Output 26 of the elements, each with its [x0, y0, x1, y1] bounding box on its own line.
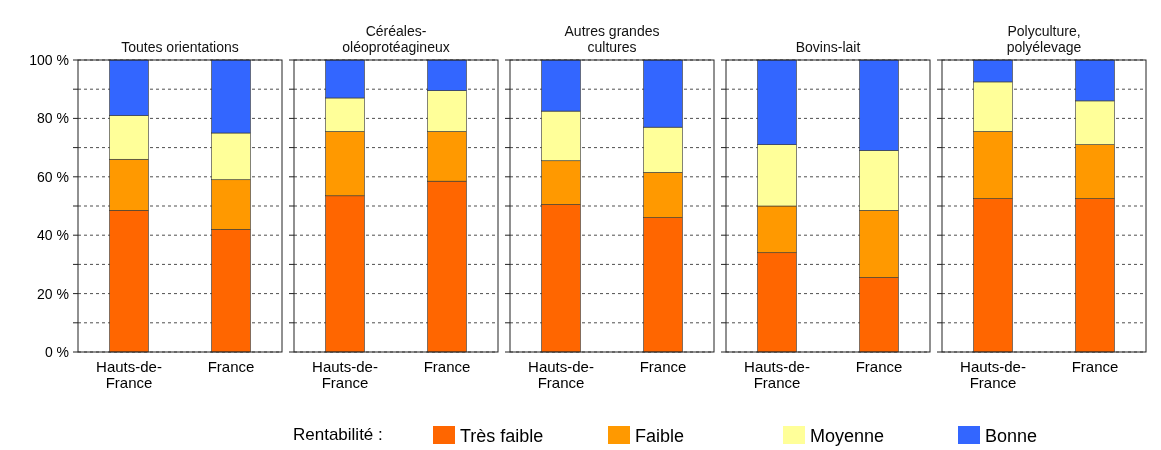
- chart-title: Céréales-oléoprotéagineux: [342, 23, 450, 55]
- chart-title: Polyculture, polyélevage: [1006, 23, 1082, 55]
- y-tick-label: 0 %: [44, 343, 69, 360]
- chart-title: Toutes orientations: [121, 39, 239, 55]
- x-tick-label: France: [423, 358, 471, 375]
- y-tick-label: 80 %: [37, 110, 69, 127]
- x-tick-label: France: [639, 358, 687, 375]
- y-tick-label: 60 %: [37, 168, 69, 185]
- x-tick-label: Hauts-de-France: [528, 358, 594, 391]
- x-tick-label: France: [207, 358, 255, 375]
- chart-title: Autres grandes cultures: [564, 23, 660, 55]
- legend-label: Très faible: [460, 426, 544, 446]
- legend-label: Bonne: [985, 426, 1038, 446]
- y-tick-label: 40 %: [37, 227, 69, 244]
- legend-label: Moyenne: [810, 426, 885, 446]
- x-tick-label: France: [855, 358, 903, 375]
- legend-label: Faible: [635, 426, 685, 446]
- y-tick-label: 20 %: [37, 285, 69, 302]
- chart-title: Bovins-lait: [795, 39, 861, 55]
- x-tick-label: Hauts-de-France: [960, 358, 1026, 391]
- x-tick-label: Hauts-de-France: [96, 358, 162, 391]
- y-tick-label: 100 %: [29, 51, 69, 68]
- x-tick-label: Hauts-de-France: [744, 358, 810, 391]
- x-tick-label: Hauts-de-France: [312, 358, 378, 391]
- legend-title: Rentabilité :: [293, 425, 383, 444]
- x-tick-label: France: [1071, 358, 1119, 375]
